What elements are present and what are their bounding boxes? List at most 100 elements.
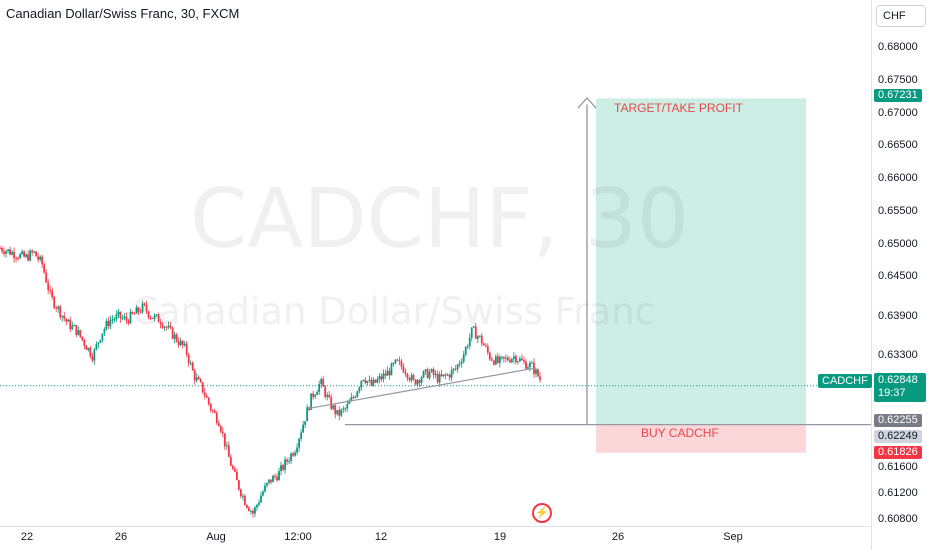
candle-body bbox=[334, 405, 337, 415]
candle-body bbox=[382, 373, 385, 380]
candle-body bbox=[225, 445, 228, 447]
candle-body bbox=[250, 510, 252, 512]
price-chart[interactable] bbox=[0, 0, 871, 526]
candle-body bbox=[486, 346, 489, 353]
candle-body bbox=[454, 368, 457, 370]
price-axis-border bbox=[871, 0, 872, 550]
candle-body bbox=[438, 374, 441, 383]
candle-body bbox=[318, 383, 321, 392]
candle-body bbox=[535, 369, 537, 374]
price-tick: 0.63300 bbox=[878, 349, 918, 362]
candle-body bbox=[139, 311, 142, 313]
candle-body bbox=[193, 370, 196, 381]
candle-body bbox=[19, 253, 21, 259]
candle-body bbox=[11, 251, 13, 255]
candle-body bbox=[27, 254, 30, 261]
candle-body bbox=[217, 422, 220, 426]
candle-body bbox=[25, 254, 27, 257]
candle-body bbox=[500, 356, 503, 358]
candle-body bbox=[346, 403, 349, 409]
candle-body bbox=[498, 356, 501, 363]
candle-body bbox=[7, 249, 9, 252]
currency-button[interactable]: CHF bbox=[876, 5, 926, 27]
candle-body bbox=[362, 379, 365, 381]
candle-body bbox=[488, 352, 491, 360]
candle-body bbox=[502, 356, 505, 359]
bar-countdown: 19:37 bbox=[878, 387, 906, 399]
candle-body bbox=[221, 431, 224, 434]
time-tick: Aug bbox=[206, 531, 226, 543]
candle-body bbox=[179, 340, 182, 346]
symbol-tag: CADCHF bbox=[818, 374, 872, 388]
candle-body bbox=[519, 358, 521, 362]
price-tick: 0.67000 bbox=[878, 106, 918, 119]
candle-body bbox=[296, 447, 299, 453]
candle-body bbox=[165, 326, 168, 328]
target-label: TARGET/TAKE PROFIT bbox=[614, 101, 743, 115]
price-tick: 0.67500 bbox=[878, 73, 918, 86]
candle-body bbox=[288, 461, 290, 463]
candle-body bbox=[93, 349, 96, 361]
candle-body bbox=[366, 380, 369, 383]
entry-price-label-2: 0.62249 bbox=[874, 430, 922, 443]
candle-body bbox=[3, 251, 5, 254]
candle-body bbox=[268, 479, 270, 483]
candle-body bbox=[151, 317, 154, 319]
target-price-label: 0.67231 bbox=[874, 89, 922, 102]
candle-body bbox=[392, 363, 395, 365]
candle-body bbox=[23, 251, 25, 257]
candle-body bbox=[115, 314, 118, 320]
candle-body bbox=[153, 315, 156, 319]
candle-body bbox=[155, 314, 158, 316]
candle-body bbox=[527, 367, 529, 369]
lightning-icon[interactable]: ⚡ bbox=[532, 503, 552, 523]
price-tick: 0.65000 bbox=[878, 237, 918, 250]
candle-body bbox=[274, 475, 276, 477]
candle-body bbox=[47, 282, 50, 291]
candle-body bbox=[420, 377, 423, 383]
candle-body bbox=[71, 325, 74, 330]
candle-body bbox=[262, 491, 264, 496]
candle-body bbox=[215, 412, 218, 423]
price-tick: 0.66500 bbox=[878, 139, 918, 152]
candle-body bbox=[41, 256, 44, 265]
candle-body bbox=[284, 459, 286, 470]
time-tick: 26 bbox=[114, 531, 128, 543]
candle-body bbox=[207, 397, 210, 404]
candle-body bbox=[244, 495, 246, 505]
candle-body bbox=[458, 363, 461, 365]
candle-body bbox=[233, 468, 236, 472]
candle-body bbox=[147, 311, 150, 318]
candle-body bbox=[332, 405, 335, 409]
candle-body bbox=[324, 386, 327, 397]
candle-body bbox=[175, 334, 178, 342]
candle-body bbox=[181, 340, 184, 346]
candle-body bbox=[494, 356, 497, 365]
candle-body bbox=[231, 465, 234, 469]
candle-body bbox=[432, 369, 435, 375]
candle-body bbox=[37, 256, 40, 260]
candle-body bbox=[384, 373, 387, 376]
candle-body bbox=[408, 378, 411, 381]
candle-body bbox=[286, 459, 288, 462]
candle-body bbox=[109, 319, 112, 327]
candle-body bbox=[310, 393, 313, 410]
candle-body bbox=[159, 322, 162, 325]
candle-body bbox=[456, 364, 459, 370]
candle-body bbox=[372, 379, 375, 386]
candle-body bbox=[322, 378, 325, 387]
candle-body bbox=[35, 251, 38, 257]
candle-body bbox=[121, 317, 124, 319]
candle-body bbox=[390, 363, 393, 376]
candle-body bbox=[468, 337, 471, 347]
candle-body bbox=[33, 251, 36, 253]
target-arrow-head bbox=[577, 97, 597, 109]
candle-body bbox=[406, 373, 409, 379]
candle-body bbox=[410, 375, 413, 381]
candle-body bbox=[398, 360, 401, 362]
candle-body bbox=[282, 465, 284, 470]
candle-body bbox=[478, 335, 481, 337]
candle-body bbox=[0, 247, 1, 249]
candle-body bbox=[348, 401, 351, 404]
candle-body bbox=[492, 360, 495, 365]
